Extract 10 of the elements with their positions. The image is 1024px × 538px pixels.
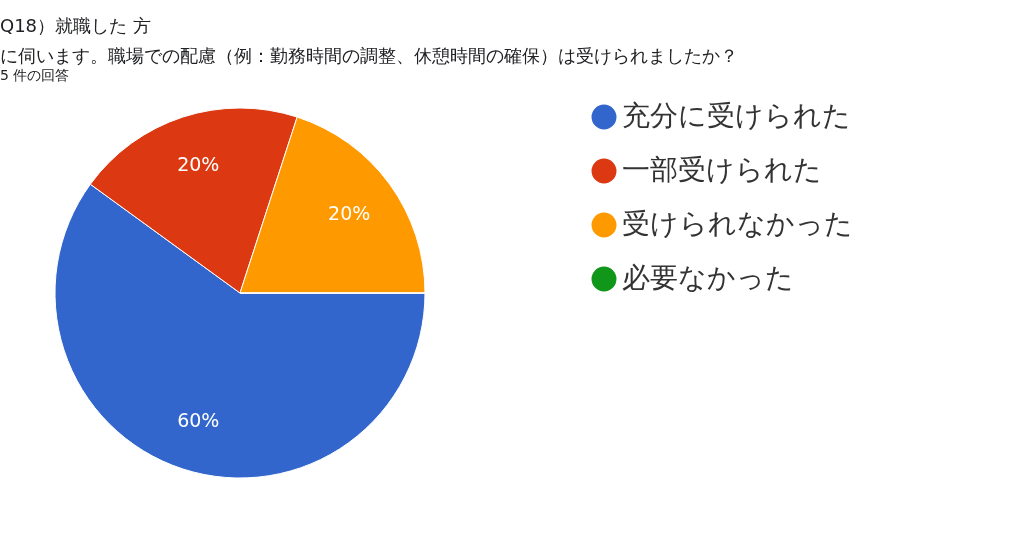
text: に伺います。職場での配慮（例：勤務時間の調整、休憩時間の確保）は受けられましたか？ (0, 45, 738, 66)
chart-subtitle: 5 件の回答 (0, 67, 70, 83)
data-label: 60% (177, 409, 220, 432)
legend-label: 充分に受けられた (622, 99, 851, 132)
legend-label: 一部受けられた (622, 153, 822, 186)
legend-label: 必要なかった (622, 261, 794, 294)
text: Q18）就職した 方 (0, 15, 151, 36)
legend-label: 受けられなかった (622, 207, 853, 240)
data-label: 20% (177, 152, 220, 175)
data-label: 20% (328, 201, 371, 224)
